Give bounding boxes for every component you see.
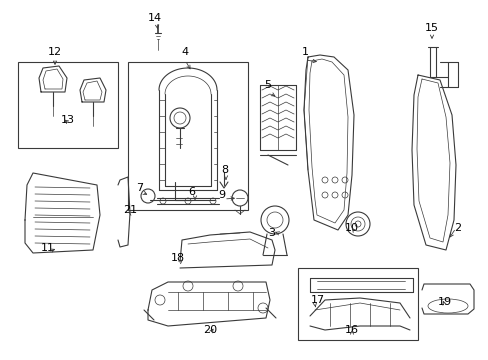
Text: 14: 14 xyxy=(148,13,162,23)
Text: 16: 16 xyxy=(345,325,358,335)
Bar xyxy=(128,62,247,210)
Bar xyxy=(18,62,118,148)
Text: 4: 4 xyxy=(181,47,188,57)
Text: 15: 15 xyxy=(424,23,438,33)
Text: 9: 9 xyxy=(218,190,225,200)
Text: 20: 20 xyxy=(203,325,217,335)
Text: 11: 11 xyxy=(41,243,55,253)
Text: 18: 18 xyxy=(171,253,184,263)
Text: 19: 19 xyxy=(437,297,451,307)
Text: 10: 10 xyxy=(345,223,358,233)
Text: 3: 3 xyxy=(268,228,275,238)
Text: 1: 1 xyxy=(301,47,308,57)
Text: 6: 6 xyxy=(188,187,195,197)
Text: 12: 12 xyxy=(48,47,62,57)
Text: 21: 21 xyxy=(122,205,137,215)
Bar xyxy=(297,268,417,340)
Text: 7: 7 xyxy=(136,183,143,193)
Text: 2: 2 xyxy=(453,223,461,233)
Text: 8: 8 xyxy=(221,165,228,175)
Text: 13: 13 xyxy=(61,115,75,125)
Text: 17: 17 xyxy=(310,295,325,305)
Text: 5: 5 xyxy=(264,80,271,90)
